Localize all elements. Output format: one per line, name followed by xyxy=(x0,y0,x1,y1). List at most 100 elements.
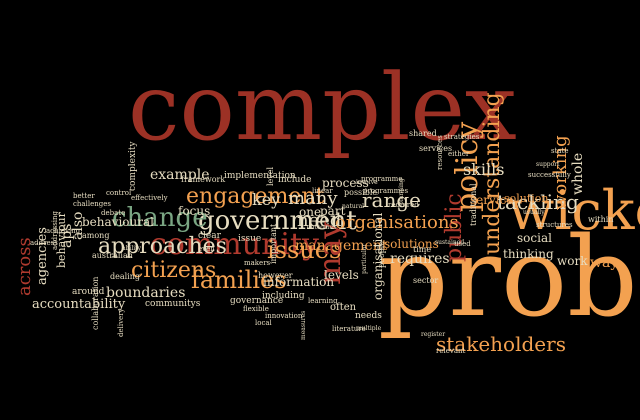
cloud-word-range: range xyxy=(362,188,422,212)
cloud-word-particular: particular xyxy=(361,243,368,274)
cloud-word-information: information xyxy=(263,275,335,289)
cloud-word-relevant: relevant xyxy=(436,347,466,355)
cloud-word-local: local xyxy=(255,319,272,327)
cloud-word-wicked: wicked xyxy=(508,179,640,242)
cloud-word-thinking: thinking xyxy=(503,247,554,261)
cloud-word-tackling: tackling xyxy=(497,190,579,214)
cloud-word-complex: complex xyxy=(128,54,517,161)
cloud-word-collaboration: collaboration xyxy=(91,276,100,330)
cloud-word-many: many xyxy=(288,188,338,209)
cloud-word-linear: linear xyxy=(312,187,333,195)
cloud-word-agencies: agencies xyxy=(35,227,50,285)
cloud-word-organisations: organisations xyxy=(335,212,459,233)
cloud-word-among: among xyxy=(82,231,110,240)
cloud-word-often: often xyxy=(330,302,357,313)
cloud-word-structures: structures xyxy=(536,221,573,229)
cloud-word-support: support xyxy=(536,161,560,168)
cloud-word-requires: requires xyxy=(390,251,450,267)
cloud-word-social: social xyxy=(517,231,552,245)
cloud-word-challenges: challenges xyxy=(73,200,111,208)
cloud-word-planning: planning xyxy=(398,178,405,205)
cloud-word-boundaries: boundaries xyxy=(106,285,186,301)
cloud-word-makers: makers xyxy=(244,259,271,267)
cloud-word-clear: clear xyxy=(198,231,221,241)
cloud-word-way: way xyxy=(590,255,619,271)
cloud-word-flexible: flexible xyxy=(243,305,269,313)
cloud-word-innovation: innovation xyxy=(265,312,303,320)
cloud-word-control: control xyxy=(106,189,132,197)
cloud-word-families: families xyxy=(191,266,287,294)
cloud-word-natural: natural xyxy=(342,203,365,210)
cloud-word-service: service xyxy=(470,193,514,207)
cloud-word-complexity: complexity xyxy=(128,141,138,191)
cloud-word-government: government xyxy=(198,206,357,236)
cloud-word-even: even xyxy=(198,245,215,253)
cloud-word-effectively: effectively xyxy=(131,194,168,202)
cloud-word-programme: programme xyxy=(361,175,403,183)
cloud-word-used: used xyxy=(454,240,471,248)
cloud-word-whole: whole xyxy=(570,152,586,195)
cloud-word-behavioural: behavioural xyxy=(82,215,154,229)
cloud-word-sector: sector xyxy=(413,276,439,285)
cloud-word-multiple: multiple xyxy=(356,325,382,332)
cloud-word-however: however xyxy=(258,271,293,280)
cloud-word-focus: focus xyxy=(178,204,211,218)
cloud-word-usually: usually xyxy=(523,209,545,216)
cloud-word-issue: issue xyxy=(238,234,262,244)
cloud-word-governance: governance xyxy=(230,296,284,306)
cloud-word-possible: possible xyxy=(344,188,378,197)
cloud-word-levels: levels xyxy=(324,268,359,282)
cloud-word-shared: shared xyxy=(409,129,437,138)
cloud-word-framework: framework xyxy=(181,175,226,184)
cloud-word-include: include xyxy=(278,175,312,185)
cloud-word-including: including xyxy=(262,291,305,301)
cloud-word-important: important xyxy=(269,223,278,264)
cloud-word-australian: australian xyxy=(92,251,133,260)
cloud-word-level: level xyxy=(266,166,275,186)
cloud-word-work: work xyxy=(557,254,588,268)
cloud-word-skills: skills xyxy=(463,160,505,179)
cloud-word-around: around xyxy=(72,287,105,297)
cloud-word-management: management xyxy=(295,238,388,254)
cloud-word-approaches: approaches xyxy=(98,234,227,259)
cloud-word-involve: involve xyxy=(356,179,378,186)
cloud-word-dealing: dealing xyxy=(110,272,141,281)
cloud-word-citizens: citizens xyxy=(131,258,217,283)
cloud-word-process: process xyxy=(322,176,369,190)
cloud-word-within: within xyxy=(588,215,614,224)
cloud-word-strategies: strategies xyxy=(444,133,480,141)
cloud-word-programmes: programmes xyxy=(363,187,409,195)
cloud-word-needs: needs xyxy=(355,311,382,321)
cloud-word-delivery: delivery xyxy=(117,308,125,338)
cloud-word-issues: issues xyxy=(267,236,342,264)
cloud-word-example: example xyxy=(150,167,210,183)
cloud-word-literature: literature xyxy=(332,325,366,333)
cloud-word-better: better xyxy=(73,192,95,200)
cloud-word-community: community xyxy=(150,227,319,262)
cloud-word-learning: learning xyxy=(308,297,338,305)
cloud-word-debate: debate xyxy=(101,209,126,217)
cloud-word-either: either xyxy=(448,150,470,158)
cloud-word-traditional: traditional xyxy=(469,183,478,226)
cloud-word-implementation: implementation xyxy=(224,171,296,181)
cloud-word-part: part xyxy=(320,204,346,218)
cloud-word-solution: solution xyxy=(504,192,549,205)
cloud-word-state: state xyxy=(551,147,569,155)
cloud-word-measures: measures xyxy=(300,310,307,340)
cloud-word-sustained: sustained xyxy=(435,239,465,246)
cloud-word-people: people xyxy=(377,240,386,268)
cloud-word-resources: resources xyxy=(436,135,444,170)
cloud-word-successfully: successfully xyxy=(528,171,571,179)
cloud-word-time: time xyxy=(413,245,432,254)
cloud-word-key: key xyxy=(252,190,281,209)
cloud-word-accountability: accountability xyxy=(32,297,126,312)
cloud-word-ability: ability xyxy=(122,245,141,252)
cloud-word-solutions: solutions xyxy=(384,237,439,251)
cloud-word-outcomes: outcomes xyxy=(307,224,337,231)
cloud-word-required: required xyxy=(388,201,419,209)
cloud-word-services: services xyxy=(419,144,453,153)
cloud-word-one: one xyxy=(299,205,322,219)
cloud-word-address: address xyxy=(30,239,58,247)
cloud-word-need: need xyxy=(297,210,342,231)
